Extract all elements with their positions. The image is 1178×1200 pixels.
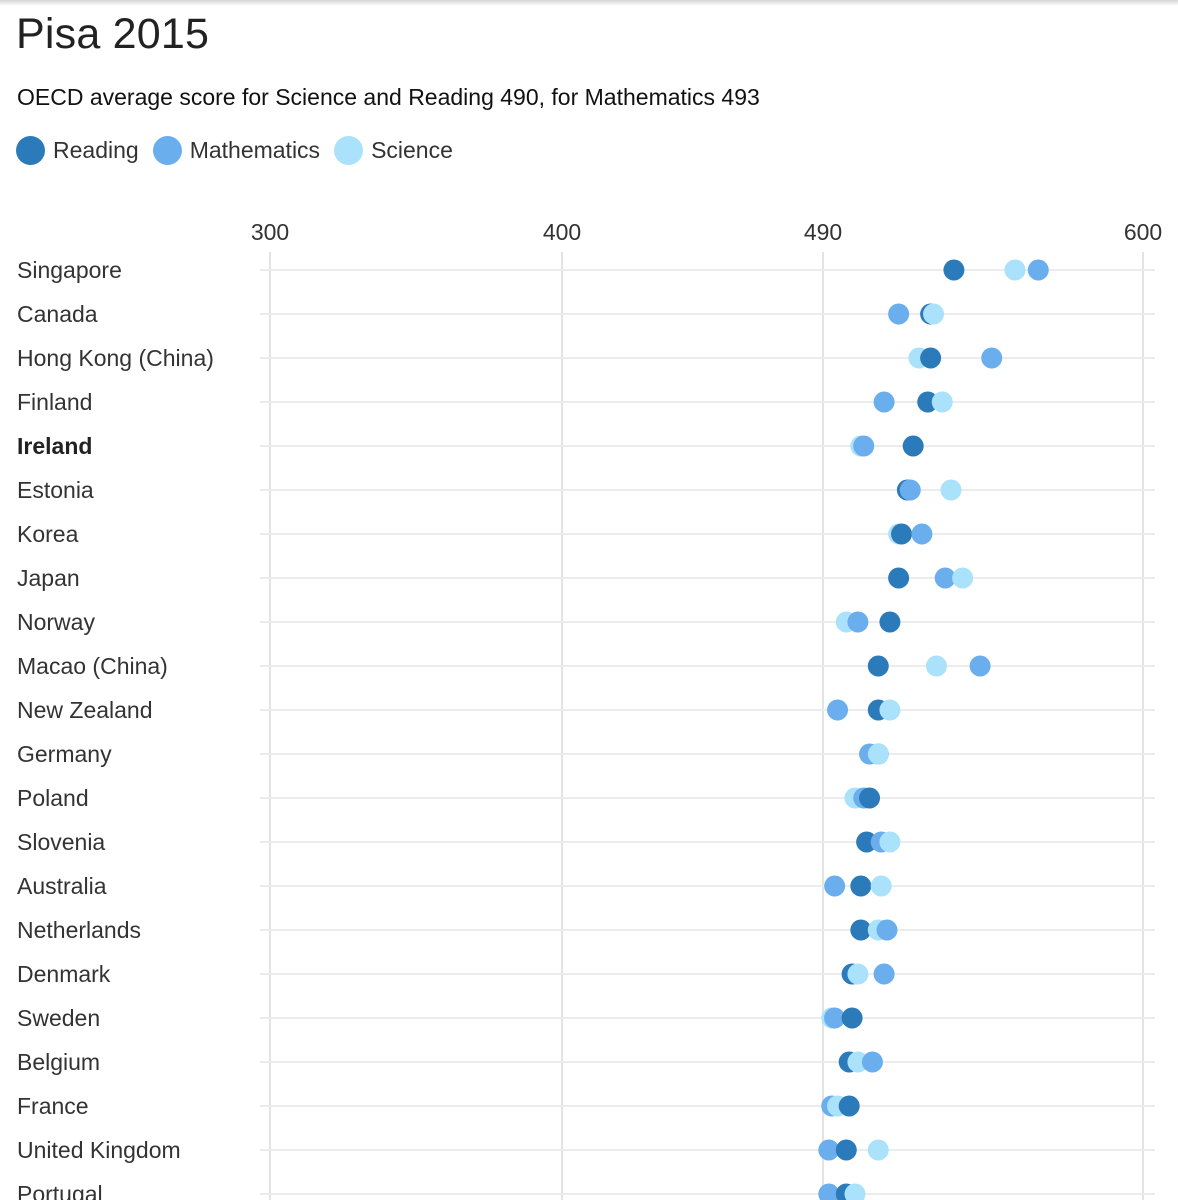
dot-japan-reading[interactable] bbox=[888, 567, 910, 589]
chart-title: Pisa 2015 bbox=[16, 10, 210, 58]
dot-ireland-reading[interactable] bbox=[902, 435, 924, 457]
dot-hong-kong-china-reading[interactable] bbox=[920, 347, 942, 369]
country-label-sweden: Sweden bbox=[17, 1005, 100, 1031]
country-label-netherlands: Netherlands bbox=[17, 917, 141, 943]
legend-dot-mathematics bbox=[152, 136, 182, 165]
country-label-poland: Poland bbox=[17, 785, 89, 811]
country-label-australia: Australia bbox=[17, 873, 107, 899]
country-label-japan: Japan bbox=[17, 565, 80, 591]
dot-finland-reading[interactable] bbox=[917, 391, 939, 413]
dot-norway-mathematics[interactable] bbox=[847, 611, 869, 633]
dot-sweden-reading[interactable] bbox=[841, 1007, 863, 1029]
dot-singapore-reading[interactable] bbox=[943, 259, 965, 281]
x-tick-label-400: 400 bbox=[543, 219, 581, 245]
dot-australia-science[interactable] bbox=[870, 875, 892, 897]
country-label-norway: Norway bbox=[17, 609, 95, 635]
country-label-macao-china: Macao (China) bbox=[17, 653, 168, 679]
dot-netherlands-mathematics[interactable] bbox=[876, 919, 898, 941]
top-shadow bbox=[0, 0, 1178, 6]
legend-dot-reading bbox=[16, 136, 45, 165]
country-label-slovenia: Slovenia bbox=[17, 829, 105, 855]
dot-korea-reading[interactable] bbox=[891, 523, 913, 545]
dot-australia-mathematics[interactable] bbox=[824, 875, 846, 897]
country-label-canada: Canada bbox=[17, 301, 98, 327]
country-label-united-kingdom: United Kingdom bbox=[17, 1137, 181, 1163]
dot-macao-china-science[interactable] bbox=[925, 655, 947, 677]
dot-denmark-science[interactable] bbox=[847, 963, 869, 985]
dot-portugal-mathematics[interactable] bbox=[818, 1183, 840, 1200]
country-label-belgium: Belgium bbox=[17, 1049, 100, 1075]
dot-norway-reading[interactable] bbox=[879, 611, 901, 633]
legend-dot-science bbox=[334, 136, 364, 165]
chart-subtitle: OECD average score for Science and Readi… bbox=[17, 84, 760, 110]
legend: Reading Mathematics Science bbox=[16, 136, 467, 165]
dot-poland-reading[interactable] bbox=[859, 787, 881, 809]
dot-finland-science[interactable] bbox=[931, 391, 953, 413]
dot-slovenia-reading[interactable] bbox=[856, 831, 878, 853]
legend-label-science: Science bbox=[371, 137, 453, 163]
dot-united-kingdom-mathematics[interactable] bbox=[818, 1139, 840, 1161]
dot-new-zealand-mathematics[interactable] bbox=[827, 699, 849, 721]
dot-germany-science[interactable] bbox=[867, 743, 889, 765]
dot-macao-china-reading[interactable] bbox=[867, 655, 889, 677]
country-label-portugal: Portugal bbox=[17, 1181, 103, 1200]
dot-estonia-mathematics[interactable] bbox=[899, 479, 921, 501]
dot-belgium-mathematics[interactable] bbox=[861, 1051, 883, 1073]
legend-label-mathematics: Mathematics bbox=[189, 137, 321, 163]
dot-belgium-science[interactable] bbox=[847, 1051, 869, 1073]
country-label-france: France bbox=[17, 1093, 89, 1119]
dot-estonia-science[interactable] bbox=[940, 479, 962, 501]
country-label-finland: Finland bbox=[17, 389, 92, 415]
legend-item-mathematics[interactable]: Mathematics bbox=[152, 136, 321, 165]
dot-netherlands-reading[interactable] bbox=[850, 919, 872, 941]
dot-canada-science[interactable] bbox=[923, 303, 945, 325]
dot-united-kingdom-reading[interactable] bbox=[835, 1139, 857, 1161]
x-tick-label-300: 300 bbox=[251, 219, 289, 245]
country-label-ireland: Ireland bbox=[17, 433, 92, 459]
dot-denmark-mathematics[interactable] bbox=[873, 963, 895, 985]
dot-australia-reading[interactable] bbox=[850, 875, 872, 897]
dot-slovenia-science[interactable] bbox=[879, 831, 901, 853]
dot-japan-science[interactable] bbox=[952, 567, 974, 589]
dot-finland-mathematics[interactable] bbox=[873, 391, 895, 413]
dot-singapore-mathematics[interactable] bbox=[1027, 259, 1049, 281]
dot-sweden-mathematics[interactable] bbox=[824, 1007, 846, 1029]
dot-korea-mathematics[interactable] bbox=[911, 523, 933, 545]
x-tick-label-600: 600 bbox=[1124, 219, 1162, 245]
dot-portugal-science[interactable] bbox=[844, 1183, 866, 1200]
country-label-korea: Korea bbox=[17, 521, 79, 547]
dot-united-kingdom-science[interactable] bbox=[867, 1139, 889, 1161]
dot-singapore-science[interactable] bbox=[1004, 259, 1026, 281]
country-label-singapore: Singapore bbox=[17, 257, 122, 283]
dot-hong-kong-china-mathematics[interactable] bbox=[981, 347, 1003, 369]
dot-macao-china-mathematics[interactable] bbox=[969, 655, 991, 677]
country-label-estonia: Estonia bbox=[17, 477, 94, 503]
country-label-denmark: Denmark bbox=[17, 961, 111, 987]
legend-item-reading[interactable]: Reading bbox=[16, 136, 139, 165]
legend-label-reading: Reading bbox=[53, 137, 139, 163]
dot-japan-mathematics[interactable] bbox=[934, 567, 956, 589]
country-label-new-zealand: New Zealand bbox=[17, 697, 153, 723]
dot-ireland-mathematics[interactable] bbox=[853, 435, 875, 457]
dot-france-reading[interactable] bbox=[838, 1095, 860, 1117]
legend-item-science[interactable]: Science bbox=[334, 136, 453, 165]
x-tick-label-490: 490 bbox=[804, 219, 842, 245]
dot-canada-mathematics[interactable] bbox=[888, 303, 910, 325]
country-label-germany: Germany bbox=[17, 741, 112, 767]
country-label-hong-kong-china: Hong Kong (China) bbox=[17, 345, 214, 371]
dot-new-zealand-science[interactable] bbox=[879, 699, 901, 721]
